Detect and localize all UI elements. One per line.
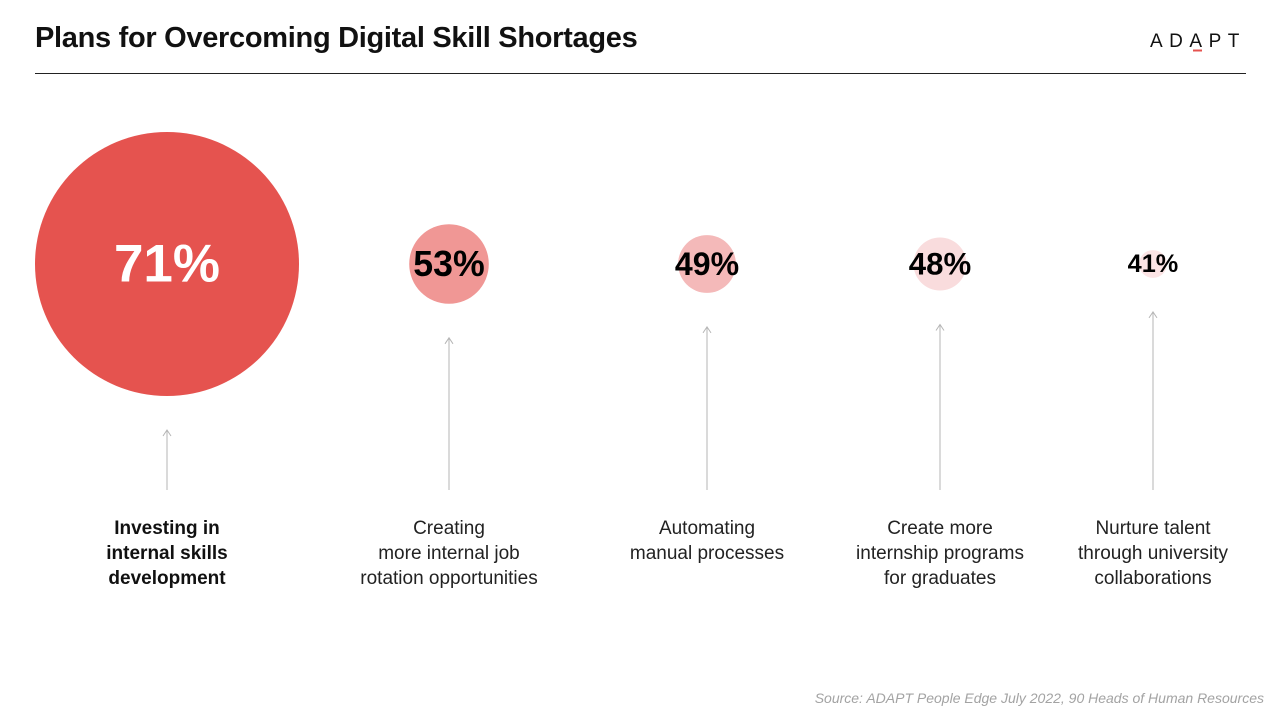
arrow-up-icon (162, 429, 172, 437)
label-line: for graduates (884, 568, 996, 589)
bubble-label-rotation: Creating more internal job rotation oppo… (329, 516, 569, 591)
bubble-4 (913, 237, 967, 291)
arrow-up-icon (935, 323, 945, 331)
title-divider (35, 73, 1246, 74)
label-line: Investing in (114, 518, 220, 539)
logo-text: ADAPT (1150, 31, 1246, 52)
arrow-up-icon (1148, 310, 1158, 319)
bubble-label-university: Nurture talent through university collab… (1033, 516, 1273, 591)
label-line: Nurture talent (1095, 518, 1211, 539)
bubble-label-automating: Automating manual processes (587, 516, 827, 566)
label-line: internship programs (856, 543, 1024, 564)
label-line: more internal job (378, 543, 520, 564)
label-line: collaborations (1094, 568, 1212, 589)
label-line: Creating (413, 518, 485, 539)
bubble-value-label: 53% (413, 244, 484, 284)
label-line: Automating (658, 518, 756, 539)
bubble-value-label: 48% (909, 247, 971, 282)
label-line: internal skills (106, 543, 228, 564)
bubble-label-investing: Investing in internal skills development (47, 516, 287, 591)
bubble-value-label: 49% (675, 246, 739, 282)
source-note: Source: ADAPT People Edge July 2022, 90 … (814, 690, 1264, 706)
bubble-3 (678, 235, 736, 293)
adapt-logo: ADAPT (1150, 31, 1246, 52)
label-line: development (108, 568, 226, 589)
label-line: Create more (887, 518, 993, 539)
label-line: through university (1078, 543, 1228, 564)
bubble-value-label: 71% (114, 235, 220, 294)
bubble-2 (409, 224, 489, 304)
arrow-up-icon (444, 336, 454, 345)
bubble-1 (35, 132, 299, 396)
label-line: manual processes (629, 543, 785, 564)
page-title: Plans for Overcoming Digital Skill Short… (35, 22, 638, 54)
label-line: rotation opportunities (360, 568, 538, 589)
arrow-up-icon (702, 325, 712, 334)
bubble-label-internship: Create more internship programs for grad… (820, 516, 1060, 591)
bubble-value-label: 41% (1128, 250, 1179, 278)
bubble-5 (1139, 250, 1167, 278)
logo-accent-underline (1193, 49, 1202, 52)
